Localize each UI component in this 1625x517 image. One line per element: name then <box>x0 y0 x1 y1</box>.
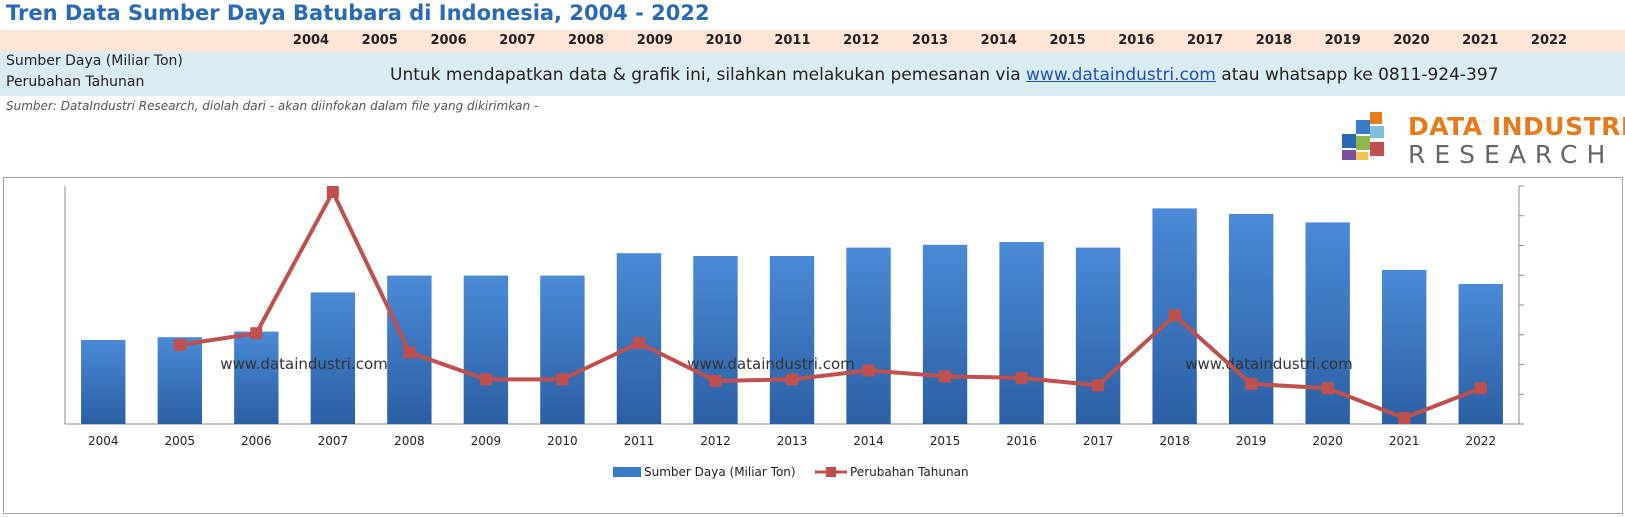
legend-swatch-sumber-daya <box>613 467 641 477</box>
bar-2021 <box>1382 270 1427 424</box>
line-marker-2014 <box>862 364 875 377</box>
chart-container: 2004 2005 2006 2007 2008 2009 2010 2011 2012 2013… <box>3 177 1623 514</box>
line-marker-2022 <box>1474 382 1487 395</box>
x-tick-label-2016: 2016 <box>1006 434 1037 448</box>
x-tick-label-2011: 2011 <box>624 434 655 448</box>
x-tick-label-2012: 2012 <box>700 434 731 448</box>
year-header-row: 2004 2005 2006 2007 2008 2009 2010 2011 2012 2013… <box>0 30 1625 52</box>
line-marker-2016 <box>1015 371 1028 384</box>
legend-label-perubahan: Perubahan Tahunan <box>850 465 969 479</box>
year-header-2017: 2017 <box>1187 33 1224 48</box>
year-header-2007: 2007 <box>499 33 536 48</box>
year-header-2021: 2021 <box>1462 33 1499 48</box>
x-tick-label-2005: 2005 <box>165 434 196 448</box>
x-tick-label-2008: 2008 <box>394 434 425 448</box>
x-tick-label-2009: 2009 <box>471 434 502 448</box>
row-label-sumber-daya: Sumber Daya (Miliar Ton) <box>6 53 183 69</box>
year-header-2014: 2014 <box>980 33 1017 48</box>
watermark-text: www.dataindustri.com <box>687 355 855 373</box>
x-tick-label-2013: 2013 <box>777 434 808 448</box>
line-marker-2005 <box>173 338 186 351</box>
logo-text-primary: DATA INDUSTRI <box>1408 112 1625 141</box>
combo-chart: 2004 2005 2006 2007 2008 2009 2010 2011 2012 2013… <box>64 185 1524 479</box>
x-tick-label-2020: 2020 <box>1312 434 1343 448</box>
year-header-2013: 2013 <box>911 33 949 48</box>
bar-2006 <box>234 331 279 424</box>
year-header-2008: 2008 <box>568 33 605 48</box>
line-marker-2008 <box>403 346 416 359</box>
x-tick-label-2015: 2015 <box>930 434 961 448</box>
bar-2013 <box>769 256 815 424</box>
line-marker-2010 <box>556 373 569 386</box>
bar-2022 <box>1458 284 1503 424</box>
x-tick-label-2018: 2018 <box>1159 434 1190 448</box>
bar-2017 <box>1075 247 1121 424</box>
bar-2019 <box>1228 214 1274 424</box>
bar-2007 <box>310 292 356 424</box>
page-title: Tren Data Sumber Daya Batubara di Indone… <box>6 1 710 25</box>
bar-2012 <box>693 256 738 424</box>
year-header-2016: 2016 <box>1118 33 1155 48</box>
legend-label-sumber-daya: Sumber Daya (Miliar Ton) <box>644 465 796 479</box>
year-header-2010: 2010 <box>705 33 742 48</box>
dataindustri-link[interactable]: www.dataindustri.com <box>1026 65 1216 85</box>
order-notice: Untuk mendapatkan data & grafik ini, sil… <box>390 65 1499 85</box>
year-header-2006: 2006 <box>430 33 467 48</box>
order-notice-prefix: Untuk mendapatkan data & grafik ini, sil… <box>390 65 1027 85</box>
watermark-text: www.dataindustri.com <box>1185 355 1353 373</box>
x-tick-label-2022: 2022 <box>1465 434 1496 448</box>
x-tick-label-2017: 2017 <box>1083 434 1114 448</box>
order-notice-suffix: atau whatsapp ke 0811-924-397 <box>1215 65 1499 85</box>
x-tick-label-2019: 2019 <box>1236 434 1267 448</box>
line-marker-2017 <box>1092 379 1105 392</box>
x-tick-label-2010: 2010 <box>547 434 578 448</box>
bar-2009 <box>463 275 509 424</box>
row-label-perubahan-tahunan: Perubahan Tahunan <box>6 74 145 90</box>
logo-text-secondary: RESEARCH <box>1408 140 1615 169</box>
legend-swatch-perubahan-marker <box>826 467 836 477</box>
year-header-2018: 2018 <box>1255 33 1292 48</box>
line-marker-2015 <box>939 370 952 383</box>
line-marker-2012 <box>709 374 722 387</box>
data-table-body: Sumber Daya (Miliar Ton) Perubahan Tahun… <box>0 52 1625 96</box>
bar-2005 <box>157 337 202 424</box>
line-marker-2009 <box>479 373 492 386</box>
x-tick-label-2014: 2014 <box>853 434 884 448</box>
x-tick-label-2004: 2004 <box>88 434 119 448</box>
line-marker-2018 <box>1168 309 1181 322</box>
x-tick-label-2021: 2021 <box>1389 434 1420 448</box>
x-tick-label-2007: 2007 <box>318 434 349 448</box>
year-header-2020: 2020 <box>1393 33 1430 48</box>
bar-2014 <box>846 247 891 424</box>
year-header-2019: 2019 <box>1324 33 1361 48</box>
bar-2010 <box>540 275 585 424</box>
year-header-2005: 2005 <box>361 33 398 48</box>
logo-mark-icon <box>1342 112 1384 160</box>
year-header-2022: 2022 <box>1530 33 1568 48</box>
line-marker-2006 <box>250 327 263 340</box>
watermark-text: www.dataindustri.com <box>220 355 388 373</box>
line-marker-2019 <box>1245 377 1258 390</box>
bar-2004 <box>81 340 126 424</box>
line-marker-2020 <box>1321 382 1334 395</box>
year-header-2015: 2015 <box>1049 33 1086 48</box>
year-header-2009: 2009 <box>636 33 673 48</box>
line-marker-2007 <box>326 185 339 198</box>
line-marker-2021 <box>1398 412 1411 425</box>
line-marker-2013 <box>786 373 798 386</box>
line-perubahan-tahunan <box>179 189 1482 421</box>
year-header-2011: 2011 <box>774 33 811 48</box>
line-marker-2011 <box>632 336 645 349</box>
x-tick-label-2006: 2006 <box>241 434 272 448</box>
year-header-2012: 2012 <box>843 33 880 48</box>
bar-2016 <box>999 242 1044 424</box>
bar-2015 <box>922 244 968 424</box>
data-industri-logo: DATA INDUSTRI RESEARCH <box>1342 112 1625 169</box>
year-header-2004: 2004 <box>292 33 330 48</box>
source-note: Sumber: DataIndustri Research, diolah da… <box>6 99 539 113</box>
